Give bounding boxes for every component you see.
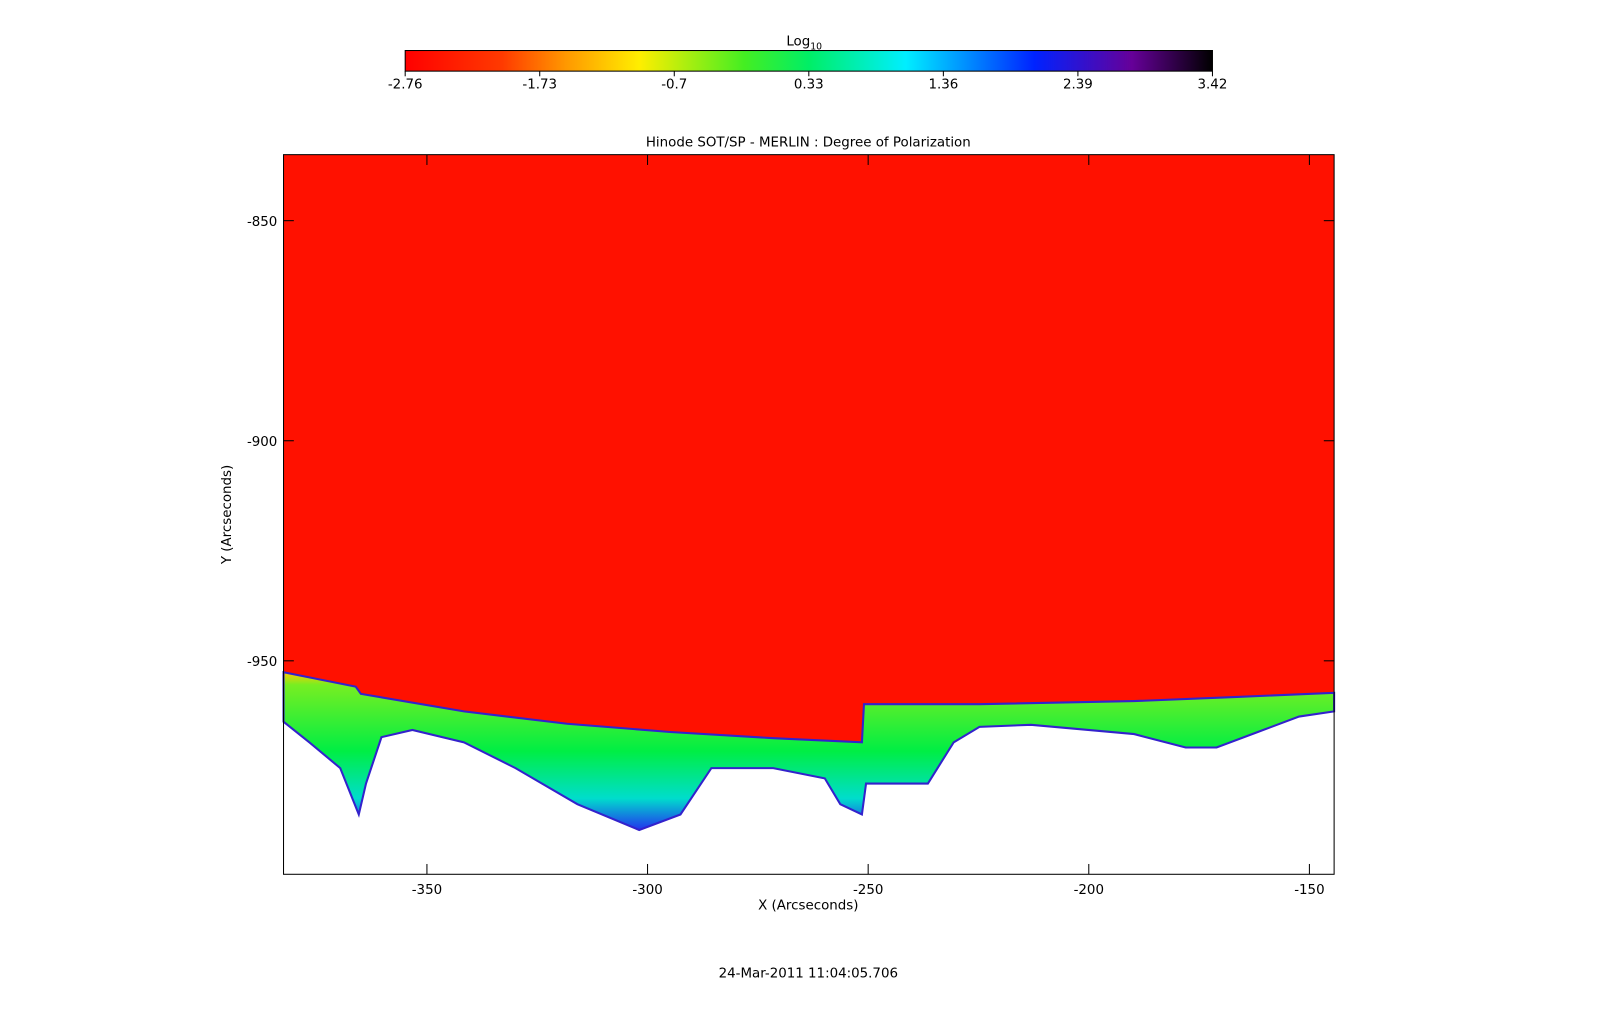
colorbar-tick-label: 0.33	[794, 78, 824, 93]
colorbar-label: Log10	[786, 34, 822, 52]
plot-root: Log10 Hinode SOT/SP - MERLIN : Degree of…	[220, 34, 1336, 981]
colorbar-tick-label: 1.36	[928, 78, 958, 93]
y-axis-label: Y (Arcseconds)	[220, 465, 235, 565]
x-tick-label: -300	[632, 883, 662, 898]
colorbar-tick-label: 2.39	[1063, 78, 1093, 93]
y-tick-label: -950	[247, 655, 277, 670]
colorbar-tick-label: -0.7	[661, 78, 687, 93]
colorbar-label-sub: 10	[810, 41, 822, 52]
chart-title: Hinode SOT/SP - MERLIN : Degree of Polar…	[646, 135, 971, 150]
colorbar-tick-label: 3.42	[1198, 78, 1228, 93]
colorbar-label-base: Log	[786, 34, 810, 49]
plot-frame	[283, 154, 1335, 875]
colorbar	[404, 50, 1213, 72]
y-tick-label: -850	[247, 215, 277, 230]
x-tick-label: -350	[412, 883, 442, 898]
colorbar-tick-label: -2.76	[388, 78, 423, 93]
image	[282, 154, 1336, 832]
x-tick-label: -150	[1294, 883, 1324, 898]
polarization-image-limb	[282, 670, 1336, 832]
y-tick-label: -900	[247, 435, 277, 450]
x-tick-label: -250	[853, 883, 883, 898]
colorbar-tick-label: -1.73	[522, 78, 557, 93]
footer-timestamp: 24-Mar-2011 11:04:05.706	[719, 966, 898, 981]
x-axis-label: X (Arcseconds)	[758, 898, 858, 913]
polarization-image-red	[283, 154, 1335, 743]
x-tick-label: -200	[1074, 883, 1104, 898]
